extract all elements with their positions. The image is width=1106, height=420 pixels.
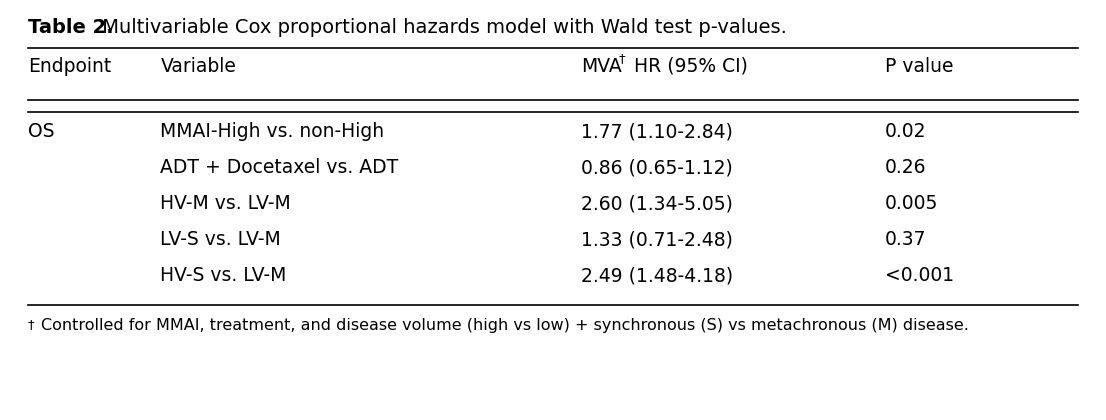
Text: P value: P value	[885, 57, 953, 76]
Text: LV-S vs. LV-M: LV-S vs. LV-M	[160, 230, 281, 249]
Text: 0.26: 0.26	[885, 158, 927, 177]
Text: HV-M vs. LV-M: HV-M vs. LV-M	[160, 194, 291, 213]
Text: Controlled for MMAI, treatment, and disease volume (high vs low) + synchronous (: Controlled for MMAI, treatment, and dise…	[41, 318, 969, 333]
Text: HV-S vs. LV-M: HV-S vs. LV-M	[160, 266, 286, 285]
Text: 0.005: 0.005	[885, 194, 938, 213]
Text: 1.33 (0.71-2.48): 1.33 (0.71-2.48)	[581, 230, 732, 249]
Text: OS: OS	[28, 122, 54, 141]
Text: MVA: MVA	[581, 57, 622, 76]
Text: 0.37: 0.37	[885, 230, 927, 249]
Text: 1.77 (1.10-2.84): 1.77 (1.10-2.84)	[581, 122, 732, 141]
Text: ADT + Docetaxel vs. ADT: ADT + Docetaxel vs. ADT	[160, 158, 398, 177]
Text: 0.02: 0.02	[885, 122, 927, 141]
Text: †: †	[618, 52, 625, 65]
Text: MMAI-High vs. non-High: MMAI-High vs. non-High	[160, 122, 385, 141]
Text: 0.86 (0.65-1.12): 0.86 (0.65-1.12)	[581, 158, 732, 177]
Text: HR (95% CI): HR (95% CI)	[627, 57, 748, 76]
Text: 2.60 (1.34-5.05): 2.60 (1.34-5.05)	[581, 194, 732, 213]
Text: 2.49 (1.48-4.18): 2.49 (1.48-4.18)	[581, 266, 733, 285]
Text: †: †	[28, 318, 34, 331]
Text: Endpoint: Endpoint	[28, 57, 111, 76]
Text: Variable: Variable	[160, 57, 237, 76]
Text: <0.001: <0.001	[885, 266, 953, 285]
Text: Table 2.: Table 2.	[28, 18, 113, 37]
Text: Multivariable Cox proportional hazards model with Wald test p-values.: Multivariable Cox proportional hazards m…	[95, 18, 786, 37]
